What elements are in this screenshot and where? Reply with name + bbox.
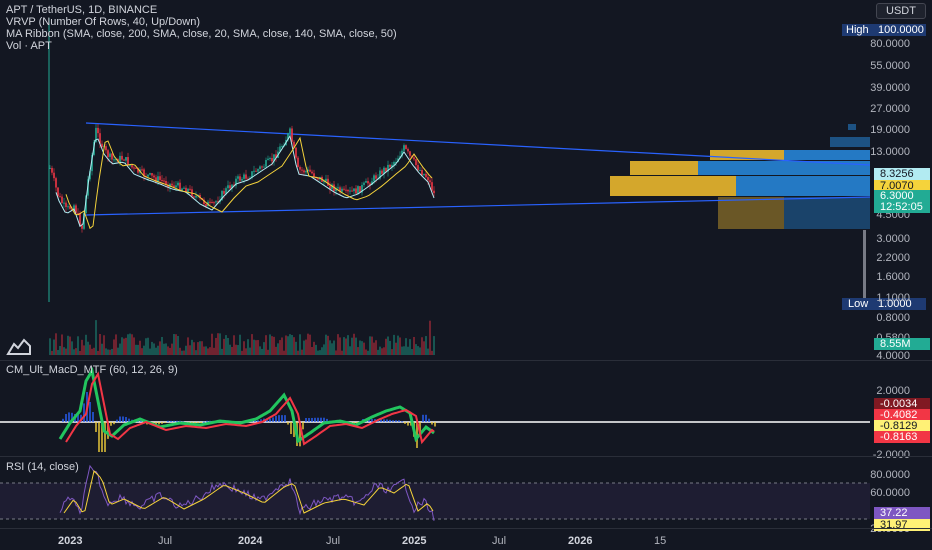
high-value: 100.0000	[878, 24, 924, 36]
volume-profile	[610, 124, 870, 298]
currency-button[interactable]: USDT	[876, 3, 926, 19]
price-axis-label: 2.2000	[876, 252, 910, 264]
macd-tag: -0.0034	[874, 398, 930, 410]
time-axis-label: Jul	[492, 535, 507, 547]
high-label: High	[846, 24, 869, 36]
macd-title[interactable]: CM_Ult_MacD_MTF (60, 12, 26, 9)	[6, 364, 178, 376]
price-axis-label: 4.0000	[876, 350, 910, 362]
lower-trendline	[85, 196, 871, 216]
rsi-title[interactable]: RSI (14, close)	[6, 461, 79, 473]
price-axis-label: 80.0000	[870, 38, 910, 50]
indicator-volume[interactable]: Vol · APT	[6, 40, 52, 52]
rsi-axis-label: 80.0000	[870, 469, 910, 481]
price-chart-canvas[interactable]	[0, 0, 932, 360]
price-axis-label: 55.0000	[870, 60, 910, 72]
ma-slow-price-tag: 7.0070	[874, 180, 930, 192]
macd-tag: -0.8163	[874, 431, 930, 443]
rsi-axis-label: 60.0000	[870, 487, 910, 499]
ma-ribbon-fast	[55, 134, 435, 228]
low-value: 1.0000	[878, 298, 912, 310]
time-axis-label: Jul	[158, 535, 173, 547]
bar-countdown-tag: 12:52:05	[874, 201, 930, 213]
macd-tag: -0.4082	[874, 409, 930, 421]
time-axis-label: 2023	[58, 535, 83, 547]
price-axis-label: 1.6000	[876, 271, 910, 283]
ma-fast-price-tag: 8.3256	[874, 168, 930, 180]
symbol-title[interactable]: APT / TetherUS, 1D, BINANCE	[6, 4, 158, 16]
main-chart-pane[interactable]: APT / TetherUS, 1D, BINANCE VRVP (Number…	[0, 0, 932, 362]
time-axis-label: 2025	[402, 535, 427, 547]
tradingview-logo-icon[interactable]	[4, 336, 34, 358]
last-price-tag: 6.3000	[874, 190, 930, 202]
indicator-vrvp[interactable]: VRVP (Number Of Rows, 40, Up/Down)	[6, 16, 200, 28]
high-marker: High 100.0000	[842, 24, 926, 36]
volume-tag: 8.55M	[874, 338, 930, 350]
price-axis-label: 27.0000	[870, 103, 910, 115]
price-candles	[49, 124, 435, 233]
rsi-canvas[interactable]	[0, 457, 932, 529]
price-axis-label: 3.0000	[876, 233, 910, 245]
time-axis[interactable]: 2023 Jul 2024 Jul 2025 Jul 2026 15	[0, 528, 932, 550]
macd-canvas[interactable]	[0, 361, 932, 457]
time-axis-label: 2026	[568, 535, 593, 547]
price-axis-label: 19.0000	[870, 124, 910, 136]
rsi-pane[interactable]: RSI (14, close) 80.0000 60.0000 20.0000 …	[0, 456, 932, 535]
price-axis-label: 1.1000	[876, 292, 910, 304]
macd-pane[interactable]: CM_Ult_MacD_MTF (60, 12, 26, 9) 2.0000 -…	[0, 360, 932, 461]
time-axis-label: Jul	[326, 535, 341, 547]
low-marker: Low 1.0000	[842, 298, 926, 310]
time-axis-label: 15	[654, 535, 667, 547]
macd-tag: -0.8129	[874, 420, 930, 432]
macd-axis-label: -2.0000	[872, 449, 910, 461]
price-axis-label: 39.0000	[870, 82, 910, 94]
volume-bars	[49, 320, 435, 355]
rsi-value-tag: 37.22	[874, 507, 930, 519]
ma-ribbon-slow	[65, 136, 433, 230]
low-label: Low	[848, 298, 869, 310]
price-axis-label: 13.0000	[870, 146, 910, 158]
time-axis-label: 2024	[238, 535, 263, 547]
price-axis-label: 0.8000	[876, 312, 910, 324]
upper-trendline	[85, 122, 871, 166]
indicator-ma-ribbon[interactable]: MA Ribbon (SMA, close, 200, SMA, close, …	[6, 28, 397, 40]
macd-axis-label: 2.0000	[876, 385, 910, 397]
